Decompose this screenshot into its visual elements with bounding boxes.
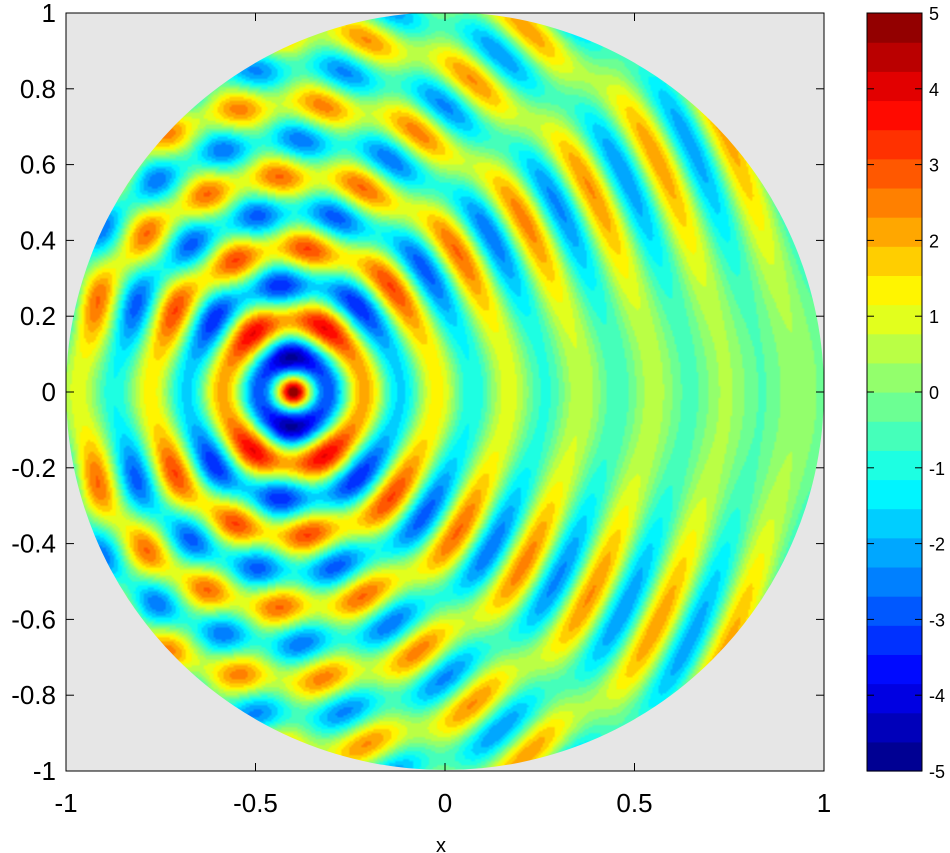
field-image [66, 13, 824, 770]
colorbar-tick-label: 2 [929, 231, 939, 251]
colorbar-band [867, 479, 922, 510]
colorbar-tick-label: -2 [929, 535, 945, 555]
colorbar-tick-label: 5 [929, 4, 939, 24]
x-axis: -1 -0.5 0 0.5 1 [54, 13, 831, 818]
colorbar-band [867, 596, 922, 626]
colorbar-tick-label: 4 [929, 80, 939, 100]
x-tick-label: 1 [817, 788, 831, 818]
colorbar-band [867, 654, 922, 685]
colorbar-band [867, 246, 922, 276]
x-tick-label: 0.5 [616, 788, 652, 818]
colorbar-band [867, 683, 922, 714]
colorbar-band [867, 450, 922, 481]
colorbar-tick-label: -4 [929, 686, 945, 706]
y-axis: 1 0.8 0.6 0.4 0.2 0 -0.2 -0.4 -0.6 -0.8 -1 [11, 0, 824, 786]
colorbar-band [867, 304, 922, 335]
colorbar-band [867, 741, 922, 772]
colorbar-tick-label: 0 [929, 383, 939, 403]
y-tick-label: 0.2 [20, 301, 56, 331]
y-tick-label: -0.6 [11, 604, 56, 634]
colorbar-band [867, 42, 922, 72]
y-tick-label: 0 [42, 377, 56, 407]
colorbar-tick-label: 1 [929, 307, 939, 327]
colorbar [867, 13, 922, 772]
colorbar-band [867, 712, 922, 743]
colorbar-band [867, 13, 922, 43]
colorbar-band [867, 100, 922, 131]
colorbar-tick-label: 3 [929, 156, 939, 176]
colorbar-tick-label: -1 [929, 459, 945, 479]
colorbar-tick-label: -5 [929, 762, 945, 782]
x-axis-label: x [436, 835, 446, 853]
colorbar-band [867, 158, 922, 189]
colorbar-band [867, 421, 922, 451]
x-tick-label: 0 [438, 788, 452, 818]
x-tick-label: -0.5 [233, 788, 278, 818]
colorbar-band [867, 625, 922, 655]
colorbar-band [867, 71, 922, 102]
colorbar-axis: 5 4 3 2 1 0 -1 -2 -3 -4 -5 [867, 4, 945, 782]
y-tick-label: -0.8 [11, 680, 56, 710]
y-tick-label: -0.2 [11, 453, 56, 483]
colorbar-band [867, 217, 922, 247]
colorbar-band [867, 537, 922, 568]
colorbar-band [867, 566, 922, 597]
colorbar-band [867, 333, 922, 364]
colorbar-band [867, 129, 922, 160]
y-tick-label: -0.4 [11, 529, 56, 559]
y-tick-label: 0.8 [20, 74, 56, 104]
colorbar-band [867, 392, 922, 422]
colorbar-band [867, 275, 922, 306]
colorbar-band [867, 187, 922, 218]
contour-field [66, 13, 824, 770]
y-tick-label: -1 [33, 756, 56, 786]
colorbar-tick-label: -3 [929, 610, 945, 630]
colorbar-band [867, 508, 922, 539]
x-tick-label: -1 [54, 788, 77, 818]
y-tick-label: 0.6 [20, 150, 56, 180]
y-tick-label: 1 [42, 0, 56, 28]
colorbar-band [867, 362, 922, 393]
y-tick-label: 0.4 [20, 225, 56, 255]
